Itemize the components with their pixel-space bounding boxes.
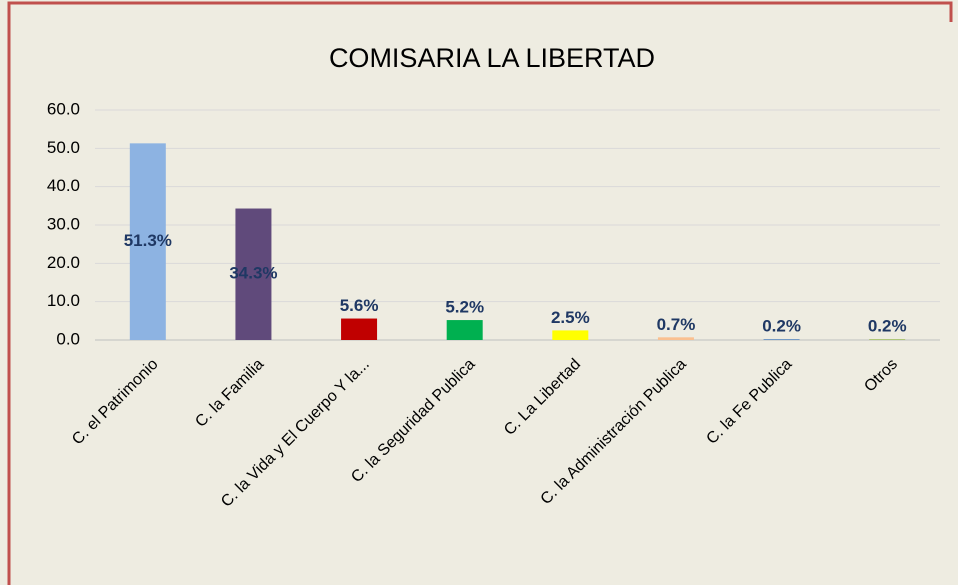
bar xyxy=(552,330,589,340)
value-label: 0.2% xyxy=(762,317,801,336)
bar xyxy=(341,318,378,340)
value-label: 0.7% xyxy=(657,315,696,334)
value-label: 5.2% xyxy=(445,298,484,317)
y-tick-label: 50.0 xyxy=(47,138,80,157)
y-tick-label: 0.0 xyxy=(56,329,80,348)
value-label: 5.6% xyxy=(340,296,379,315)
chart-frame xyxy=(7,1,953,585)
value-label: 0.2% xyxy=(868,317,907,336)
y-tick-label: 40.0 xyxy=(47,176,80,195)
value-label: 2.5% xyxy=(551,308,590,327)
bar xyxy=(763,339,800,340)
bar xyxy=(446,320,483,340)
bar xyxy=(869,339,906,340)
chart-title: COMISARIA LA LIBERTAD xyxy=(329,43,655,73)
y-tick-label: 10.0 xyxy=(47,291,80,310)
bar xyxy=(235,208,272,340)
y-tick-label: 60.0 xyxy=(47,99,80,118)
y-tick-label: 20.0 xyxy=(47,253,80,272)
bar xyxy=(129,143,166,340)
value-label: 34.3% xyxy=(229,264,277,283)
y-tick-label: 30.0 xyxy=(47,214,80,233)
value-label: 51.3% xyxy=(124,231,172,250)
bar xyxy=(657,337,694,340)
